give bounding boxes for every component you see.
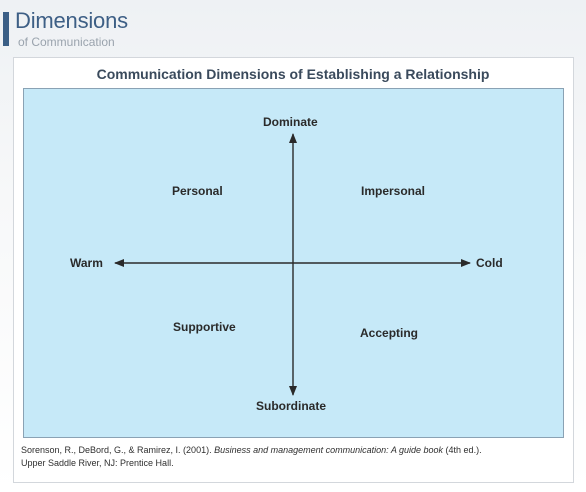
axis-label-cold: Cold xyxy=(476,256,503,270)
quadrant-label-personal: Personal xyxy=(172,184,223,198)
axis-label-warm: Warm xyxy=(70,256,103,270)
header-accent-bar xyxy=(3,12,9,46)
axis-label-subordinate: Subordinate xyxy=(256,399,327,413)
header-title: Dimensions xyxy=(15,8,128,33)
header-subtitle: of Communication xyxy=(18,35,115,49)
citation-publisher: Upper Saddle River, NJ: Prentice Hall. xyxy=(21,458,174,468)
quadrant-label-supportive: Supportive xyxy=(173,320,236,334)
quadrant-label-impersonal: Impersonal xyxy=(361,184,426,198)
quadrant-label-accepting: Accepting xyxy=(360,326,419,340)
citation: Sorenson, R., DeBord, G., & Ramirez, I. … xyxy=(21,444,571,470)
diagram-title: Communication Dimensions of Establishing… xyxy=(96,66,490,82)
citation-edition: (4th ed.). xyxy=(443,445,482,455)
axis-label-dominate: Dominate xyxy=(263,115,318,129)
citation-authors: Sorenson, R., DeBord, G., & Ramirez, I. … xyxy=(21,445,215,455)
citation-title: Business and management communication: A… xyxy=(214,445,444,455)
